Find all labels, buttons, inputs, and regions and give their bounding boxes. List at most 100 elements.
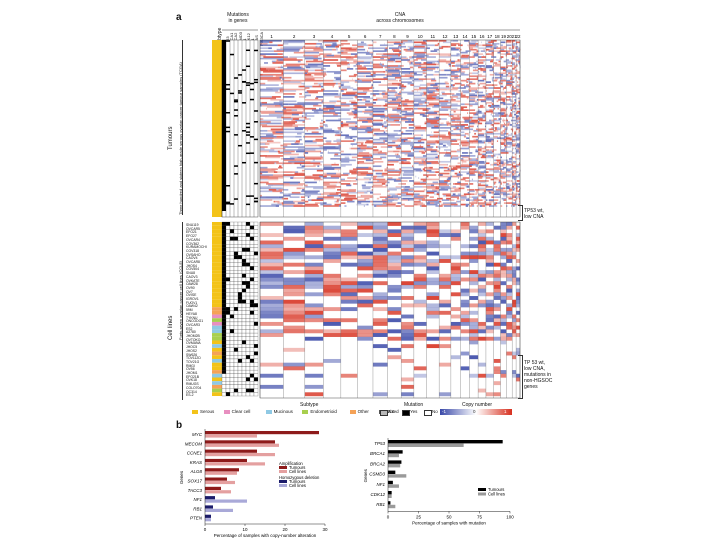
cell-line-mutation-cell <box>237 307 243 311</box>
cna-segment <box>494 63 501 66</box>
cna-segment <box>482 155 485 157</box>
cna-segment <box>479 205 483 207</box>
cna-segment <box>515 85 517 88</box>
cna-segment <box>486 99 494 101</box>
cna-segment <box>499 172 501 175</box>
cna-segment <box>460 194 467 197</box>
cell-line-mutation-cell <box>249 310 255 315</box>
cna-segment <box>340 104 350 107</box>
cna-segment <box>471 90 479 92</box>
cna-segment <box>478 160 479 163</box>
cna-segment <box>450 205 454 207</box>
cna-segment <box>484 162 486 165</box>
cna-segment <box>410 72 414 75</box>
cell-line-cna-block <box>283 236 305 241</box>
cna-segment <box>305 76 324 79</box>
cell-line-cna-block <box>460 292 470 297</box>
cna-segment <box>512 181 515 184</box>
cell-line-cna-block <box>485 292 494 297</box>
cna-segment <box>469 190 475 193</box>
cna-segment <box>429 202 435 204</box>
cell-line-subtype-cell <box>212 355 222 359</box>
cna-segment <box>372 119 373 122</box>
cna-segment <box>297 59 303 61</box>
cell-line-cna-block <box>387 336 402 341</box>
cna-segment <box>431 162 440 165</box>
cna-segment <box>323 90 339 92</box>
cna-segment <box>423 174 427 176</box>
cell-line-cna-block <box>323 244 341 249</box>
cna-segment <box>450 168 458 170</box>
cell-line-cna-block <box>260 329 284 334</box>
cna-segment <box>516 85 518 88</box>
cell-line-cna-block <box>450 336 461 341</box>
cell-line-mutation-cell <box>237 288 243 293</box>
cna-segment <box>466 97 469 100</box>
cna-segment <box>450 119 456 122</box>
cna-segment <box>297 149 305 151</box>
mutation-mark <box>250 195 254 197</box>
cna-segment <box>344 137 351 140</box>
cell-line-cna-block <box>460 366 470 371</box>
cna-segment <box>510 132 512 135</box>
cna-segment <box>483 48 485 51</box>
cna-segment <box>312 85 321 88</box>
cell-line-cna-block <box>323 225 341 230</box>
cna-segment <box>323 62 340 64</box>
cna-segment <box>478 137 480 140</box>
cell-line-cna-block <box>485 251 494 256</box>
cna-segment <box>435 186 437 188</box>
cna-segment <box>490 60 494 63</box>
cna-segment <box>503 143 505 145</box>
cna-segment <box>439 118 441 120</box>
cna-segment <box>304 87 310 89</box>
cell-line-cna-block <box>506 225 513 230</box>
cna-segment <box>340 53 351 55</box>
cell-line-name: OV90 <box>186 285 195 290</box>
cell-line-cna-block <box>460 321 470 326</box>
cna-segment <box>421 104 427 107</box>
cell-line-subtype-cell <box>212 244 222 248</box>
mutation-mark <box>226 130 230 133</box>
cna-segment <box>457 127 459 129</box>
cna-segment <box>505 53 507 55</box>
cna-segment <box>409 66 414 69</box>
cna-segment <box>392 140 400 142</box>
cna-segment <box>291 119 296 122</box>
cna-segment <box>478 168 481 170</box>
cell-line-cna-block <box>413 299 427 304</box>
cell-line-mutation-cell <box>221 355 227 360</box>
cell-line-cna-block <box>460 222 470 226</box>
cna-segment <box>481 196 486 199</box>
cna-segment <box>480 171 484 173</box>
cna-segment <box>387 44 394 47</box>
cell-line-cna-block <box>304 336 324 341</box>
cna-segment <box>478 193 485 196</box>
cna-segment <box>506 70 512 73</box>
cna-segment <box>356 84 358 86</box>
cna-segment <box>449 59 451 61</box>
cna-segment <box>441 106 451 109</box>
cna-segment <box>304 65 318 67</box>
mutation-mark <box>238 144 242 147</box>
cell-line-mutation-cell <box>229 270 235 274</box>
cna-segment <box>460 147 470 150</box>
cna-segment <box>401 87 406 89</box>
cell-line-cna-block <box>283 288 305 293</box>
cna-segment <box>372 155 373 157</box>
cna-segment <box>266 87 284 89</box>
cna-segment <box>350 103 358 106</box>
cna-segment <box>282 103 284 106</box>
cell-line-mutation-cell <box>233 321 239 326</box>
cell-line-cna-block <box>401 236 414 241</box>
cna-segment <box>423 169 427 172</box>
cell-line-cna-block <box>387 262 402 267</box>
mutation-mark <box>254 182 258 185</box>
cna-segment <box>413 107 418 110</box>
cna-segment <box>506 174 510 176</box>
mutation-mark <box>230 92 234 95</box>
cna-segment <box>499 194 501 197</box>
cell-line-mutation-cell <box>229 273 235 278</box>
cna-segment <box>496 100 499 103</box>
cna-segment <box>260 40 282 42</box>
